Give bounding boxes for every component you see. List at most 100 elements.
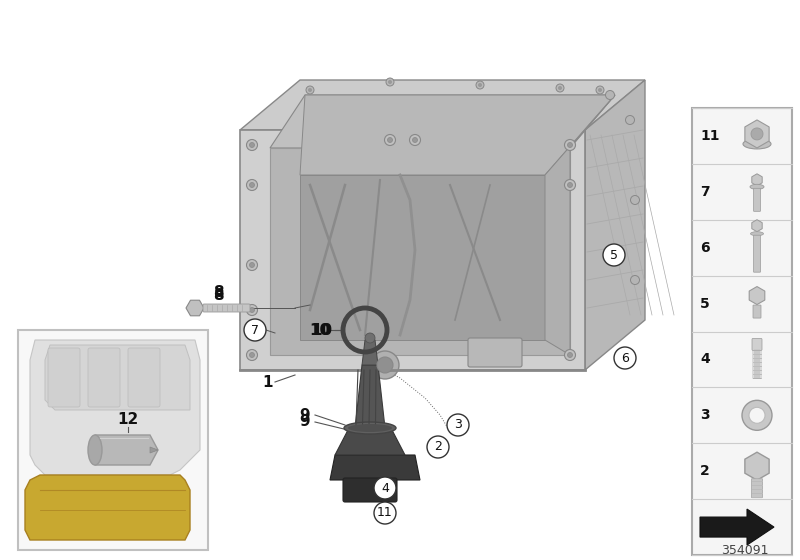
FancyBboxPatch shape	[753, 305, 761, 318]
Polygon shape	[30, 340, 200, 475]
FancyBboxPatch shape	[751, 479, 762, 498]
Text: 5: 5	[610, 249, 618, 262]
Circle shape	[565, 139, 575, 151]
Text: 3: 3	[700, 408, 710, 422]
Text: 12: 12	[118, 413, 138, 427]
Ellipse shape	[348, 424, 392, 432]
Polygon shape	[355, 365, 385, 428]
Text: 2: 2	[700, 464, 710, 478]
Circle shape	[374, 477, 396, 499]
Ellipse shape	[88, 435, 102, 465]
Polygon shape	[95, 435, 158, 465]
Circle shape	[246, 180, 258, 190]
Polygon shape	[45, 345, 190, 410]
Text: 2: 2	[434, 441, 442, 454]
Text: 6: 6	[621, 352, 629, 365]
FancyBboxPatch shape	[48, 348, 80, 407]
Text: 5: 5	[700, 297, 710, 311]
FancyBboxPatch shape	[343, 478, 397, 502]
Text: 10: 10	[311, 323, 333, 338]
Circle shape	[556, 84, 564, 92]
Circle shape	[386, 78, 394, 86]
Text: 11: 11	[377, 506, 393, 520]
Circle shape	[413, 138, 418, 142]
Polygon shape	[240, 130, 585, 370]
Circle shape	[630, 195, 639, 204]
Circle shape	[371, 351, 399, 379]
Circle shape	[410, 134, 421, 146]
Ellipse shape	[344, 422, 396, 434]
Text: 4: 4	[700, 352, 710, 366]
Polygon shape	[25, 475, 190, 540]
Circle shape	[306, 86, 314, 94]
Circle shape	[742, 400, 772, 430]
Polygon shape	[335, 430, 405, 455]
Circle shape	[385, 134, 395, 146]
Circle shape	[250, 307, 254, 312]
Circle shape	[246, 305, 258, 315]
Circle shape	[567, 183, 573, 188]
Text: 11: 11	[700, 129, 719, 143]
Circle shape	[374, 502, 396, 524]
Text: 9: 9	[300, 408, 310, 422]
Circle shape	[751, 128, 763, 140]
FancyBboxPatch shape	[203, 304, 250, 312]
FancyBboxPatch shape	[128, 348, 160, 407]
FancyBboxPatch shape	[88, 348, 120, 407]
Polygon shape	[270, 95, 615, 148]
Circle shape	[244, 319, 266, 341]
Circle shape	[478, 83, 482, 87]
Circle shape	[308, 88, 312, 92]
Text: 4: 4	[381, 482, 389, 494]
Circle shape	[567, 142, 573, 147]
Ellipse shape	[750, 232, 763, 236]
Circle shape	[598, 88, 602, 92]
Circle shape	[250, 183, 254, 188]
Polygon shape	[700, 509, 774, 545]
Circle shape	[630, 276, 639, 284]
FancyBboxPatch shape	[18, 330, 208, 550]
Polygon shape	[545, 95, 615, 355]
Ellipse shape	[750, 184, 764, 189]
Text: 1: 1	[262, 375, 274, 390]
Polygon shape	[300, 95, 615, 175]
FancyBboxPatch shape	[754, 349, 760, 379]
FancyBboxPatch shape	[468, 338, 522, 367]
Text: 354091: 354091	[722, 544, 769, 557]
Circle shape	[558, 86, 562, 90]
FancyBboxPatch shape	[692, 108, 792, 555]
Circle shape	[596, 86, 604, 94]
Circle shape	[447, 414, 469, 436]
Polygon shape	[585, 80, 645, 370]
Text: 7: 7	[251, 324, 259, 337]
Circle shape	[603, 244, 625, 266]
Circle shape	[250, 352, 254, 357]
Circle shape	[476, 81, 484, 89]
Circle shape	[250, 263, 254, 268]
Ellipse shape	[743, 139, 771, 149]
Text: 7: 7	[700, 185, 710, 199]
Polygon shape	[330, 455, 420, 480]
Text: 9: 9	[300, 414, 310, 430]
Circle shape	[565, 349, 575, 361]
Text: 8: 8	[213, 284, 223, 300]
Circle shape	[427, 436, 449, 458]
Circle shape	[388, 80, 392, 84]
Polygon shape	[300, 175, 545, 340]
Circle shape	[377, 357, 393, 373]
FancyBboxPatch shape	[754, 235, 761, 272]
FancyBboxPatch shape	[752, 338, 762, 351]
Polygon shape	[240, 80, 645, 130]
Circle shape	[246, 349, 258, 361]
Circle shape	[749, 407, 765, 423]
Circle shape	[365, 333, 375, 343]
Circle shape	[250, 142, 254, 147]
Text: 6: 6	[700, 241, 710, 255]
Circle shape	[614, 347, 636, 369]
FancyBboxPatch shape	[754, 188, 761, 211]
Text: 8: 8	[213, 287, 223, 302]
Polygon shape	[270, 148, 570, 355]
Circle shape	[626, 115, 634, 124]
Polygon shape	[150, 447, 158, 453]
Circle shape	[387, 138, 393, 142]
